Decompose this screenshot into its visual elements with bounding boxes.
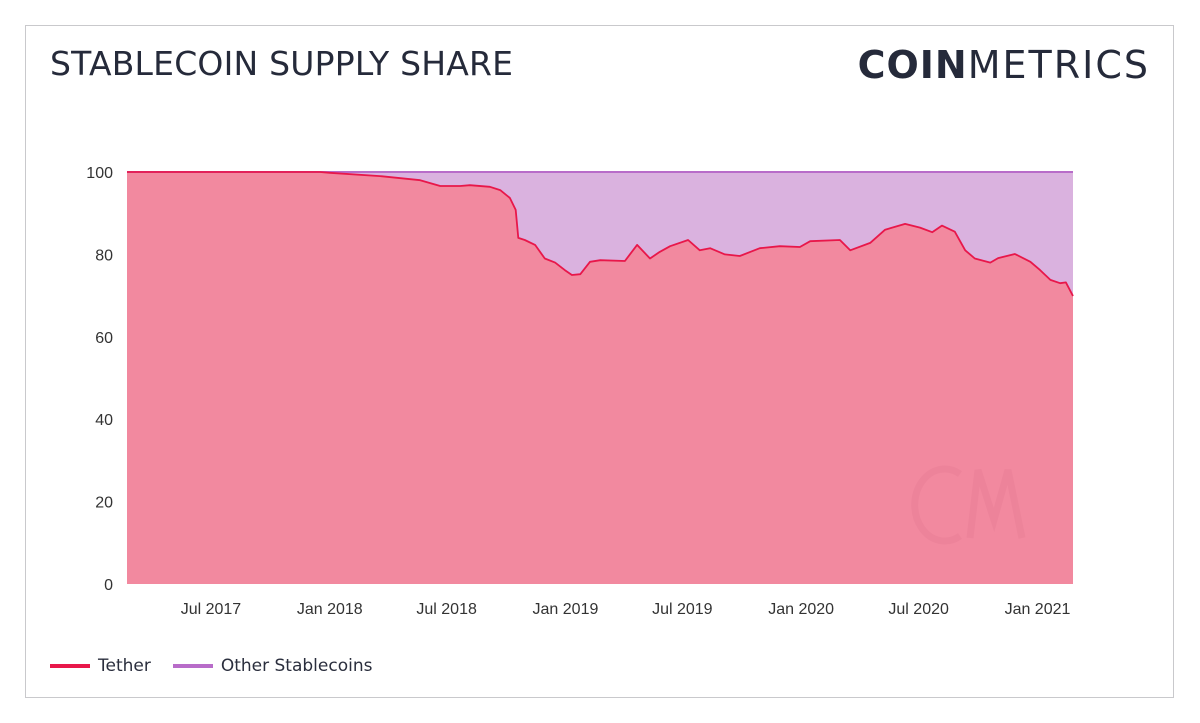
y-tick-label: 100: [86, 165, 113, 182]
x-tick-label: Jul 2019: [652, 601, 713, 618]
y-tick-label: 20: [95, 495, 113, 512]
x-tick-label: Jan 2021: [1005, 601, 1071, 618]
logo-light: METRICS: [967, 43, 1150, 87]
area-other-stablecoins: [127, 172, 1073, 296]
legend-swatch-other: [172, 664, 213, 668]
x-tick-label: Jan 2019: [533, 601, 599, 618]
legend-label: Tether: [98, 656, 151, 676]
logo-bold: COIN: [857, 43, 968, 87]
x-tick-label: Jul 2018: [416, 601, 477, 618]
watermark-logo: [911, 465, 1026, 545]
x-tick-label: Jul 2017: [181, 601, 242, 618]
y-tick-label: 80: [95, 247, 113, 264]
y-tick-label: 40: [95, 412, 113, 429]
legend-label: Other Stablecoins: [220, 656, 373, 676]
series-line-tether: [127, 171, 1074, 297]
y-tick-label: 0: [104, 577, 113, 594]
x-tick-label: Jul 2020: [888, 601, 949, 618]
area-tether: [127, 172, 1073, 584]
x-tick-label: Jan 2020: [768, 601, 834, 618]
chart-title: STABLECOIN SUPPLY SHARE: [50, 44, 514, 83]
legend-item-tether[interactable]: Tether: [50, 656, 151, 676]
legend-item-other-stablecoins[interactable]: Other Stablecoins: [172, 656, 373, 676]
x-tick-label: Jan 2018: [297, 601, 363, 618]
legend-swatch-tether: [50, 664, 90, 668]
legend: Tether Other Stablecoins: [50, 656, 394, 676]
coinmetrics-logo: COINMETRICS: [858, 43, 1150, 87]
y-tick-label: 60: [95, 330, 113, 347]
